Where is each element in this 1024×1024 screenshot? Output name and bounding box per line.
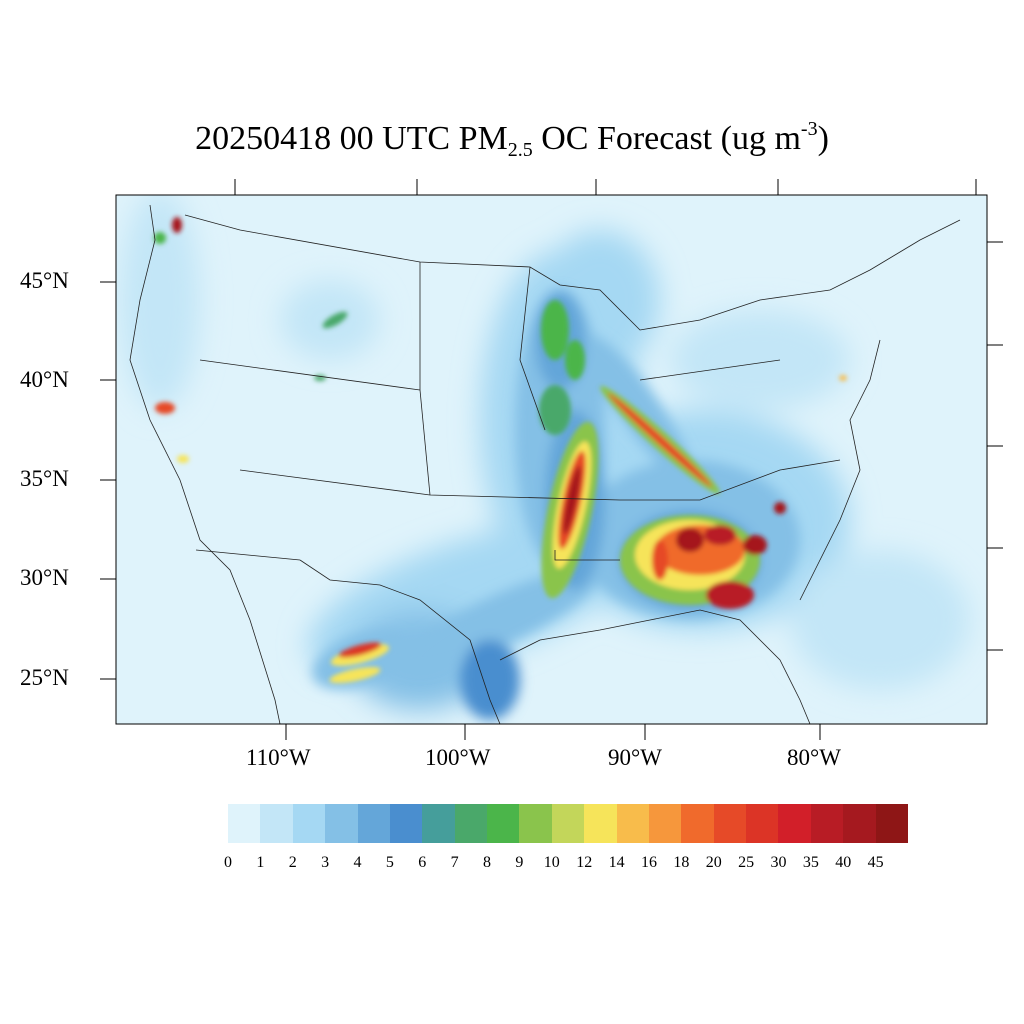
colorbar-label: 12	[576, 854, 593, 871]
map-title: 20250418 00 UTC PM2.5 OC Forecast (ug m-…	[195, 118, 829, 161]
colorbar-box	[648, 804, 682, 843]
colorbar-label: 5	[385, 854, 394, 871]
colorbar-box	[389, 804, 423, 843]
colorbar-label: 3	[321, 854, 330, 871]
colorbar-label: 4	[353, 854, 362, 871]
lat-label-45: 45°N	[20, 268, 69, 293]
colorbar-box	[487, 804, 520, 843]
colorbar-box	[228, 804, 261, 843]
colorbar-label: 40	[835, 854, 852, 871]
colorbar-box	[584, 804, 617, 843]
lon-label-100w: 100°W	[425, 745, 491, 770]
colorbar-box	[681, 804, 714, 843]
colorbar-box	[260, 804, 293, 843]
colorbar-label: 20	[705, 854, 722, 871]
colorbar-box	[713, 804, 746, 843]
colorbar-label: 1	[256, 854, 265, 871]
colorbar-box	[551, 804, 585, 843]
colorbar-box	[454, 804, 487, 843]
colorbar-box	[746, 804, 779, 843]
colorbar	[228, 804, 908, 843]
colorbar-label: 25	[738, 854, 755, 871]
lat-label-25: 25°N	[20, 665, 69, 690]
colorbar-box	[422, 804, 455, 843]
map-frame	[115, 194, 988, 725]
colorbar-box	[616, 804, 649, 843]
colorbar-label: 30	[770, 854, 787, 871]
colorbar-box	[519, 804, 552, 843]
colorbar-label: 7	[450, 854, 459, 871]
colorbar-label: 8	[483, 854, 492, 871]
colorbar-box	[778, 804, 811, 843]
colorbar-box	[843, 804, 876, 843]
colorbar-box	[357, 804, 390, 843]
lat-label-40: 40°N	[20, 367, 69, 392]
boundaries	[129, 204, 961, 724]
colorbar-label: 0	[224, 854, 232, 871]
colorbar-label: 9	[515, 854, 524, 871]
lon-label-110w: 110°W	[246, 745, 311, 770]
colorbar-label: 6	[418, 854, 427, 871]
colorbar-box	[875, 804, 908, 843]
colorbar-label: 45	[867, 854, 884, 871]
concentration-field	[116, 195, 987, 724]
colorbar-box	[325, 804, 358, 843]
colorbar-label: 16	[640, 854, 657, 871]
colorbar-label: 14	[608, 854, 625, 871]
tick-marks	[100, 179, 1003, 740]
high-plumes	[154, 217, 847, 683]
lon-label-90w: 90°W	[608, 745, 662, 770]
lat-label-30: 30°N	[20, 565, 69, 590]
colorbar-label: 2	[288, 854, 297, 871]
lat-label-35: 35°N	[20, 466, 69, 491]
lon-label-80w: 80°W	[787, 745, 841, 770]
colorbar-box	[810, 804, 844, 843]
colorbar-label: 18	[673, 854, 690, 871]
colorbar-label: 35	[802, 854, 819, 871]
colorbar-box	[292, 804, 326, 843]
colorbar-label: 10	[543, 854, 560, 871]
